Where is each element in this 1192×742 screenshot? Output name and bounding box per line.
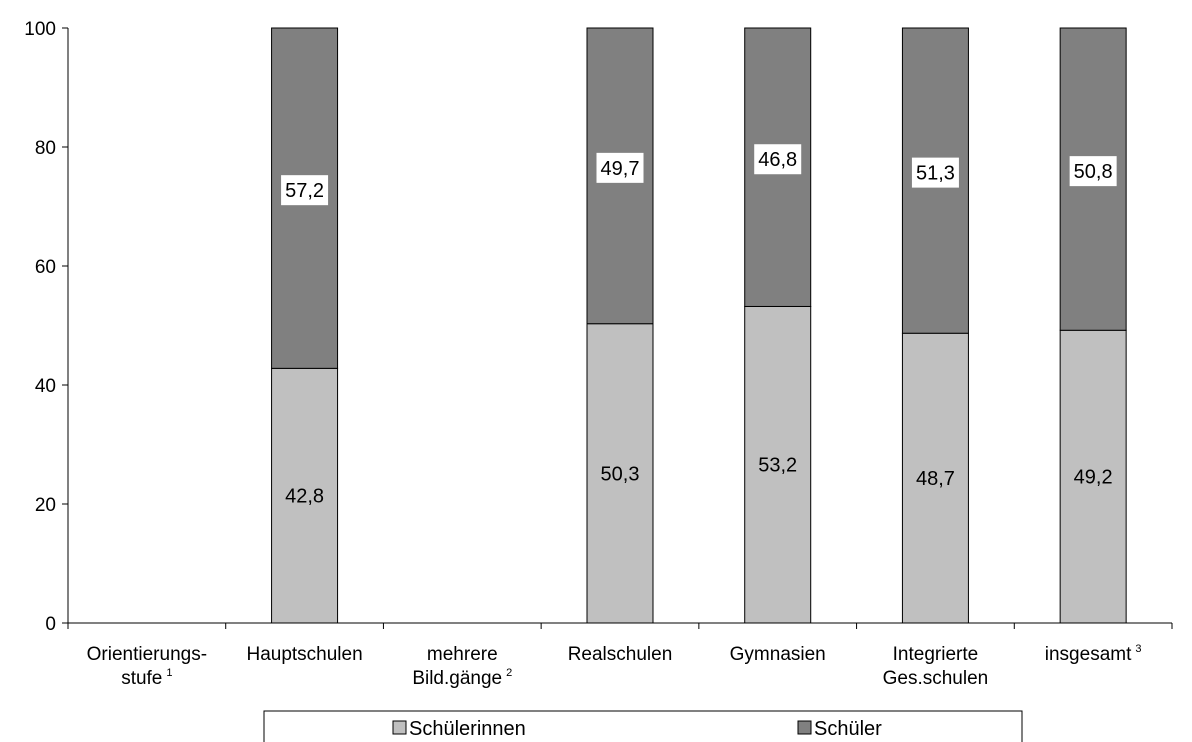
- category-footnote-marker: 2: [506, 667, 512, 679]
- category-label-line: Ges.schulen: [883, 668, 989, 689]
- data-label: 49,2: [1074, 467, 1113, 489]
- data-label-background: [754, 144, 802, 175]
- y-tick-label: 20: [35, 495, 56, 516]
- y-tick-label: 100: [24, 19, 56, 40]
- category-label-line: Bild.gänge 2: [412, 667, 512, 689]
- legend-swatch: [797, 720, 812, 735]
- category-label-line: mehrere: [427, 644, 498, 665]
- data-label: 51,3: [916, 163, 955, 185]
- category-label: mehrere Bild.gänge 2: [412, 644, 512, 689]
- category-label-line: insgesamt 3: [1045, 643, 1142, 665]
- legend-label: Schülerinnen: [409, 718, 526, 740]
- category-label-line: Hauptschulen: [246, 644, 362, 665]
- data-label: 42,8: [285, 486, 324, 508]
- data-label-background: [281, 175, 329, 206]
- data-label-background: [1069, 156, 1117, 187]
- legend-label: Schüler: [814, 718, 882, 740]
- category-label-line: Gymnasien: [730, 644, 826, 665]
- data-label: 57,2: [285, 180, 324, 202]
- y-tick-label: 40: [35, 376, 56, 397]
- category-label: Realschulen: [568, 644, 673, 665]
- data-label: 49,7: [601, 158, 640, 180]
- data-label-background: [596, 152, 644, 183]
- bar-schuelerinnen: [744, 305, 812, 624]
- category-footnote-marker: 1: [166, 667, 172, 679]
- y-tick-label: 0: [45, 614, 56, 635]
- data-label-background: [911, 157, 959, 188]
- category-label-line: Orientierungs-: [87, 644, 207, 665]
- bar-schuelerinnen: [901, 332, 969, 624]
- data-label: 46,8: [758, 149, 797, 171]
- category-label: Hauptschulen: [246, 644, 362, 665]
- legend-box: [263, 710, 1023, 742]
- legend-swatch: [392, 720, 407, 735]
- category-label: Orientierungs-stufe 1: [87, 644, 207, 689]
- category-label-line: Integrierte: [893, 644, 979, 665]
- bar-schuelerinnen: [586, 323, 654, 624]
- data-label: 50,3: [601, 463, 640, 485]
- category-label: Gymnasien: [730, 644, 826, 665]
- y-tick-label: 80: [35, 138, 56, 159]
- category-label: Integrierte Ges.schulen: [883, 644, 989, 689]
- bar-schuelerinnen: [271, 367, 339, 624]
- data-label: 53,2: [758, 455, 797, 477]
- category-label-line: Realschulen: [568, 644, 673, 665]
- legend: Schülerinnen Schüler: [263, 710, 1023, 742]
- data-label: 48,7: [916, 468, 955, 490]
- category-label: insgesamt 3: [1045, 643, 1142, 665]
- category-footnote-marker: 3: [1135, 643, 1141, 655]
- data-label: 50,8: [1074, 161, 1113, 183]
- bar-schuelerinnen: [1059, 329, 1127, 624]
- y-tick-label: 60: [35, 257, 56, 278]
- category-label-line: stufe 1: [121, 667, 172, 689]
